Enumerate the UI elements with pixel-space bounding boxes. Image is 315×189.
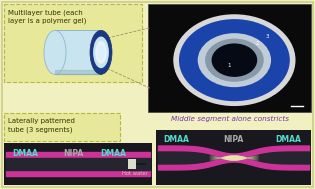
Ellipse shape [173,14,295,106]
Text: 1: 1 [228,63,231,68]
Polygon shape [148,4,311,112]
Text: Laterally patterned
tube (3 segments): Laterally patterned tube (3 segments) [8,118,75,133]
Ellipse shape [179,19,290,101]
Ellipse shape [212,43,257,77]
Text: NIPA: NIPA [223,135,243,144]
Text: DMAA: DMAA [275,135,301,144]
Text: NIPA: NIPA [63,149,84,158]
Ellipse shape [93,36,109,68]
Polygon shape [128,159,136,169]
Polygon shape [4,143,152,185]
Text: 2: 2 [255,41,259,46]
FancyBboxPatch shape [2,2,313,187]
Ellipse shape [90,30,112,74]
Ellipse shape [198,33,271,87]
Text: DMAA: DMAA [163,135,189,144]
Ellipse shape [97,45,105,60]
Ellipse shape [44,30,66,74]
Text: Hot water: Hot water [122,171,148,176]
Text: Middle segment alone constricts: Middle segment alone constricts [171,116,289,122]
Text: DMAA: DMAA [100,149,126,158]
Polygon shape [55,30,101,74]
Text: DMAA: DMAA [12,149,38,158]
FancyBboxPatch shape [4,4,142,82]
Ellipse shape [205,39,264,82]
FancyBboxPatch shape [4,113,120,141]
Text: 3: 3 [265,34,269,39]
Text: Multilayer tube (each
layer is a polymer gel): Multilayer tube (each layer is a polymer… [8,9,86,25]
Polygon shape [156,130,311,185]
Ellipse shape [95,41,107,64]
